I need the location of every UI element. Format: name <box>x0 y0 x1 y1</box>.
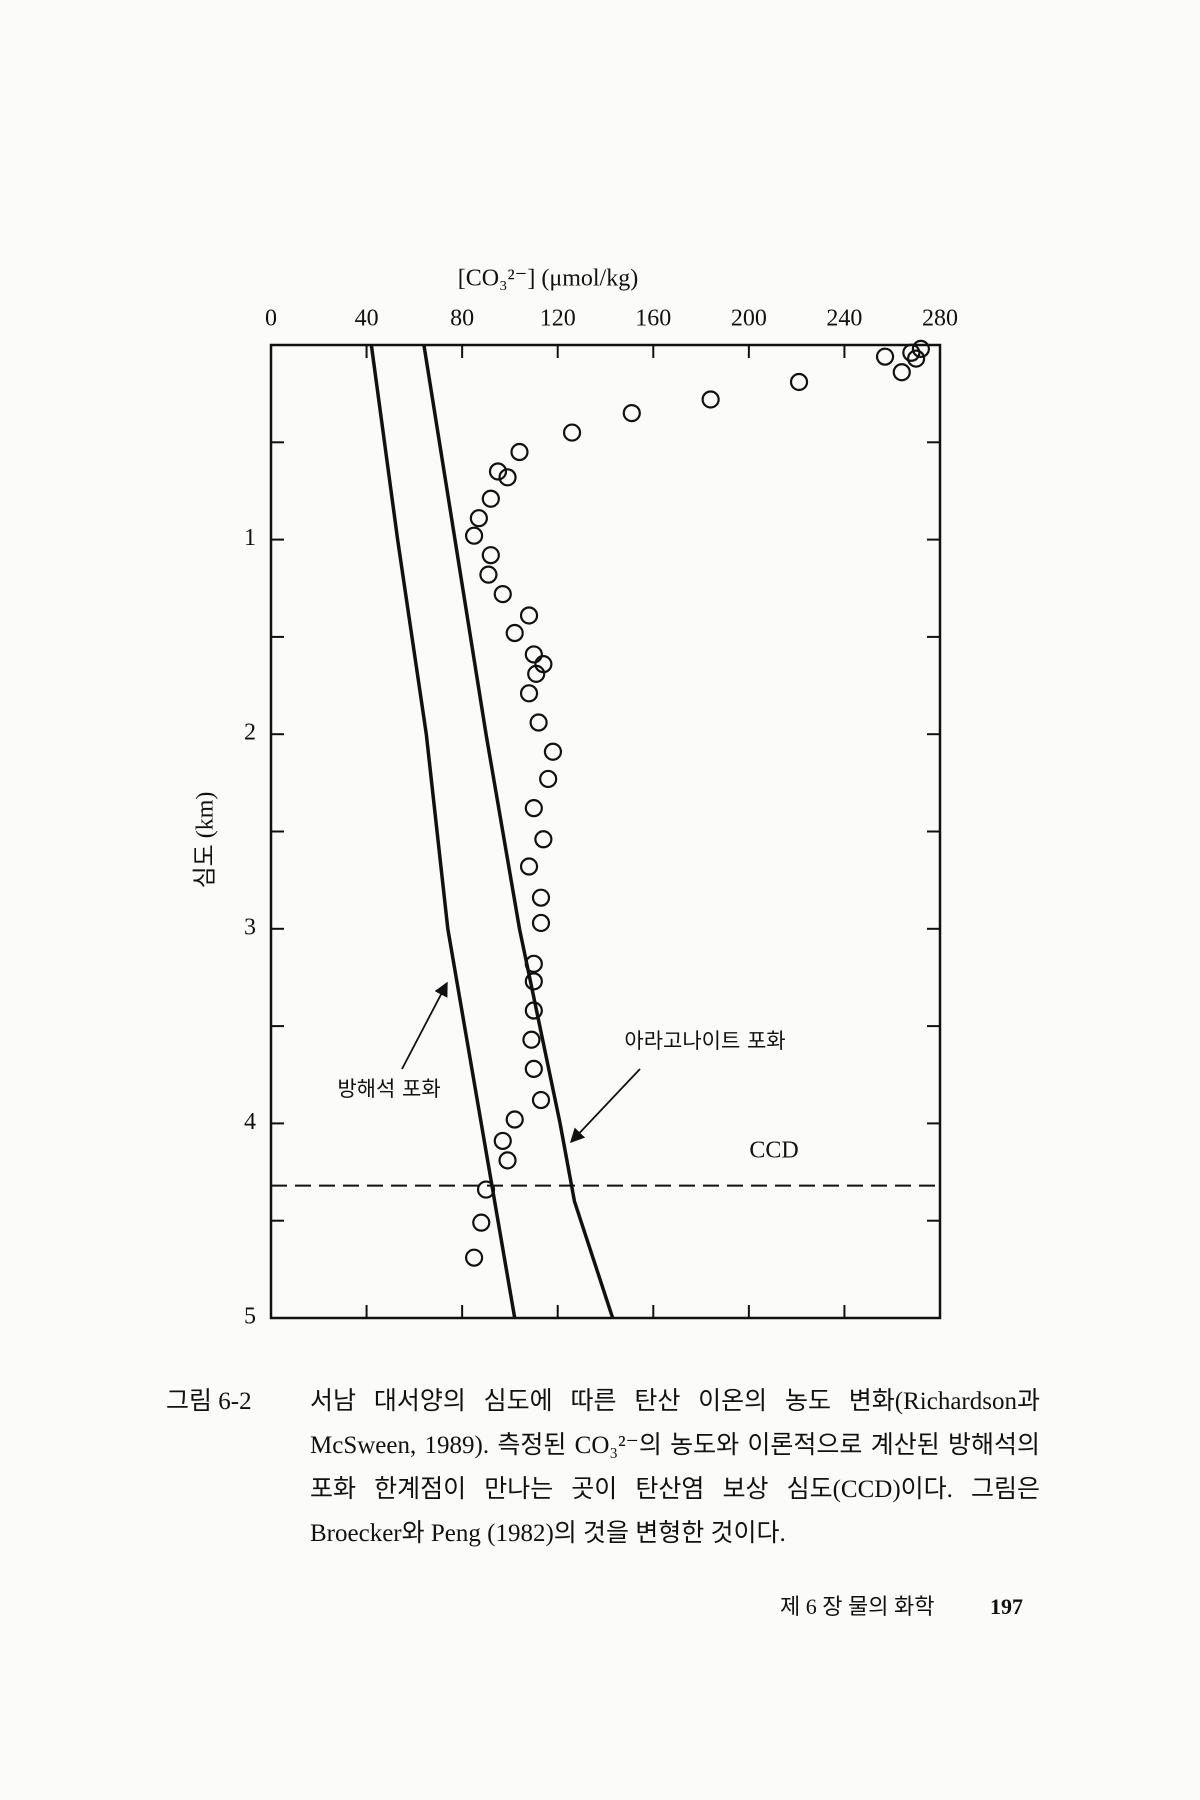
data-point <box>562 423 582 442</box>
data-point <box>519 606 539 625</box>
data-point <box>464 526 484 545</box>
data-point <box>524 799 543 818</box>
data-point <box>488 462 508 481</box>
y-tick-label: 4 <box>244 1109 256 1135</box>
x-tick-label: 40 <box>355 306 379 332</box>
data-point <box>510 442 529 462</box>
x-axis-title: [CO₃²⁻] (μmol/kg) <box>458 266 638 292</box>
data-point <box>519 684 539 703</box>
data-point <box>907 349 926 368</box>
y-tick-label: 5 <box>244 1304 256 1330</box>
x-tick-label: 120 <box>540 306 576 332</box>
data-point <box>472 1213 491 1232</box>
saturation-curve <box>422 344 615 1319</box>
data-point <box>524 1059 543 1079</box>
aragonite-label: 아라고나이트 포화 <box>624 1029 785 1053</box>
data-point <box>531 888 551 907</box>
data-point <box>531 1090 551 1110</box>
x-tick-label: 280 <box>922 306 958 332</box>
data-point <box>479 565 498 584</box>
data-point <box>505 1110 524 1129</box>
x-tick-label: 240 <box>826 306 862 332</box>
plot-frame <box>269 343 942 1320</box>
data-point <box>622 404 641 423</box>
data-point <box>524 645 543 664</box>
ccd-label: CCD <box>749 1138 798 1164</box>
data-point <box>481 546 500 565</box>
y-tick-label: 3 <box>244 914 256 940</box>
footer-chapter: 제 6 장 물의 화학 <box>780 1594 935 1619</box>
data-point <box>529 713 548 732</box>
calcite-label: 방해석 포화 <box>337 1077 440 1101</box>
x-tick-label: 160 <box>635 306 671 332</box>
annotation-arrow <box>570 1068 641 1144</box>
data-point <box>481 489 500 508</box>
data-point <box>902 343 921 362</box>
x-tick-label: 80 <box>450 306 474 332</box>
y-tick-label: 1 <box>244 525 256 551</box>
caption-label: 그림 6-2 <box>166 1388 252 1415</box>
data-point <box>524 1001 543 1020</box>
x-tick-label: 0 <box>265 306 277 332</box>
data-point <box>534 830 553 849</box>
data-point <box>701 390 720 409</box>
y-axis-title: 심도 (km) <box>192 792 219 889</box>
data-point <box>493 1131 512 1151</box>
x-tick-label: 200 <box>731 306 767 332</box>
data-point <box>498 468 517 487</box>
data-point <box>527 664 546 683</box>
data-point <box>524 972 543 991</box>
annotation-arrow <box>401 981 448 1070</box>
data-point <box>505 623 524 643</box>
caption-text: 서남 대서양의 심도에 따른 탄산 이온의 농도 변화(Richardson과 … <box>310 1388 1040 1547</box>
data-point <box>875 347 895 366</box>
data-point <box>892 363 911 382</box>
saturation-curve <box>369 344 517 1319</box>
data-point <box>524 954 543 973</box>
data-point <box>519 857 539 876</box>
data-point <box>539 769 558 789</box>
data-point <box>911 339 930 358</box>
page-number: 197 <box>990 1594 1023 1619</box>
data-point <box>522 1030 541 1049</box>
data-point <box>476 1180 496 1199</box>
data-point <box>493 584 512 604</box>
data-point <box>498 1151 517 1170</box>
data-point <box>469 509 488 528</box>
data-point <box>543 742 563 761</box>
data-point <box>464 1248 484 1267</box>
y-tick-label: 2 <box>244 720 256 746</box>
data-point <box>531 913 551 933</box>
data-point <box>789 372 809 392</box>
